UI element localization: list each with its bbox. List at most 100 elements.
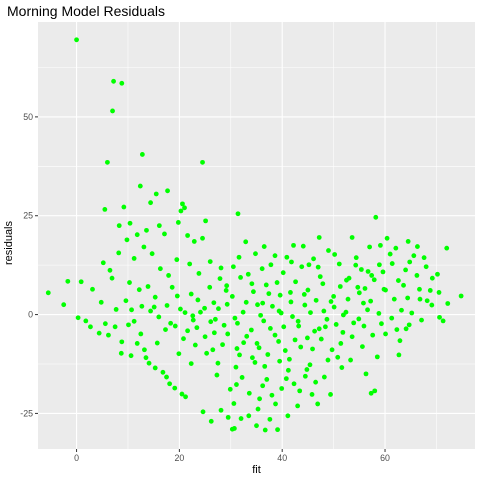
data-point [150,251,155,256]
data-point [138,332,143,337]
data-point [210,347,215,352]
data-point [364,371,369,376]
data-point [265,352,270,357]
data-point [293,337,298,342]
data-point [102,207,107,212]
data-point [275,427,280,432]
data-point [338,341,343,346]
data-point [418,297,423,302]
data-point [181,336,186,341]
data-point [203,218,208,223]
data-point [213,317,218,322]
data-point [202,306,207,311]
data-point [389,316,394,321]
data-point [390,261,395,266]
data-point [329,299,334,304]
data-point [291,243,296,248]
data-point [356,317,361,322]
data-point [164,375,169,380]
data-point [302,292,307,297]
data-point [365,307,370,312]
data-point [407,322,412,327]
data-point [392,297,397,302]
data-point [354,255,359,260]
data-point [379,321,384,326]
data-point [257,345,262,350]
data-point [225,332,230,337]
data-point [262,244,267,249]
data-point [370,333,375,338]
data-point [306,288,311,293]
data-point [148,200,153,205]
data-point [277,309,282,314]
data-point [317,235,322,240]
data-point [326,358,331,363]
data-point [157,223,162,228]
data-point [103,321,108,326]
data-point [142,245,147,250]
data-point [270,304,275,309]
data-point [372,277,377,282]
data-point [362,324,367,329]
data-point [158,266,163,271]
data-point [270,393,275,398]
data-point [318,274,323,279]
data-point [326,248,331,253]
data-point [264,283,269,288]
data-point [178,307,183,312]
data-point [405,296,410,301]
data-point [312,329,317,334]
y-axis-title: residuals [3,220,15,265]
data-point [296,324,301,329]
data-point [119,339,124,344]
x-tick-label: 0 [74,453,79,463]
data-point [124,298,129,303]
data-point [263,428,268,433]
data-point [237,255,242,260]
data-point [341,313,346,318]
data-point [209,419,214,424]
data-point [247,391,252,396]
data-point [201,409,206,414]
data-point [246,413,251,418]
data-point [61,302,66,307]
data-point [232,426,237,431]
data-point [429,303,434,308]
data-point [375,354,380,359]
data-point [183,394,188,399]
data-point [317,326,322,331]
data-point [311,256,316,261]
data-point [268,326,273,331]
data-point [153,366,158,371]
data-point [176,351,181,356]
data-point [208,319,213,324]
data-point [233,316,238,321]
data-point [241,310,246,315]
data-point [262,364,267,369]
data-point [144,355,149,360]
data-point [235,321,240,326]
data-point [417,287,422,292]
data-point [126,322,131,327]
y-tick-label: -25 [20,408,33,418]
data-point [366,269,371,274]
data-point [305,336,310,341]
data-point [250,355,255,360]
x-tick-label: 60 [380,453,390,463]
data-point [240,375,245,380]
data-point [237,353,242,358]
data-point [334,322,339,327]
data-point [273,402,278,407]
data-point [286,368,291,373]
data-point [325,317,330,322]
data-point [276,339,281,344]
data-point [111,79,116,84]
data-point [289,300,294,305]
data-point [110,109,115,114]
data-point [339,365,344,370]
data-point [284,376,289,381]
data-point [367,245,372,250]
data-point [330,347,335,352]
data-point [430,276,435,281]
